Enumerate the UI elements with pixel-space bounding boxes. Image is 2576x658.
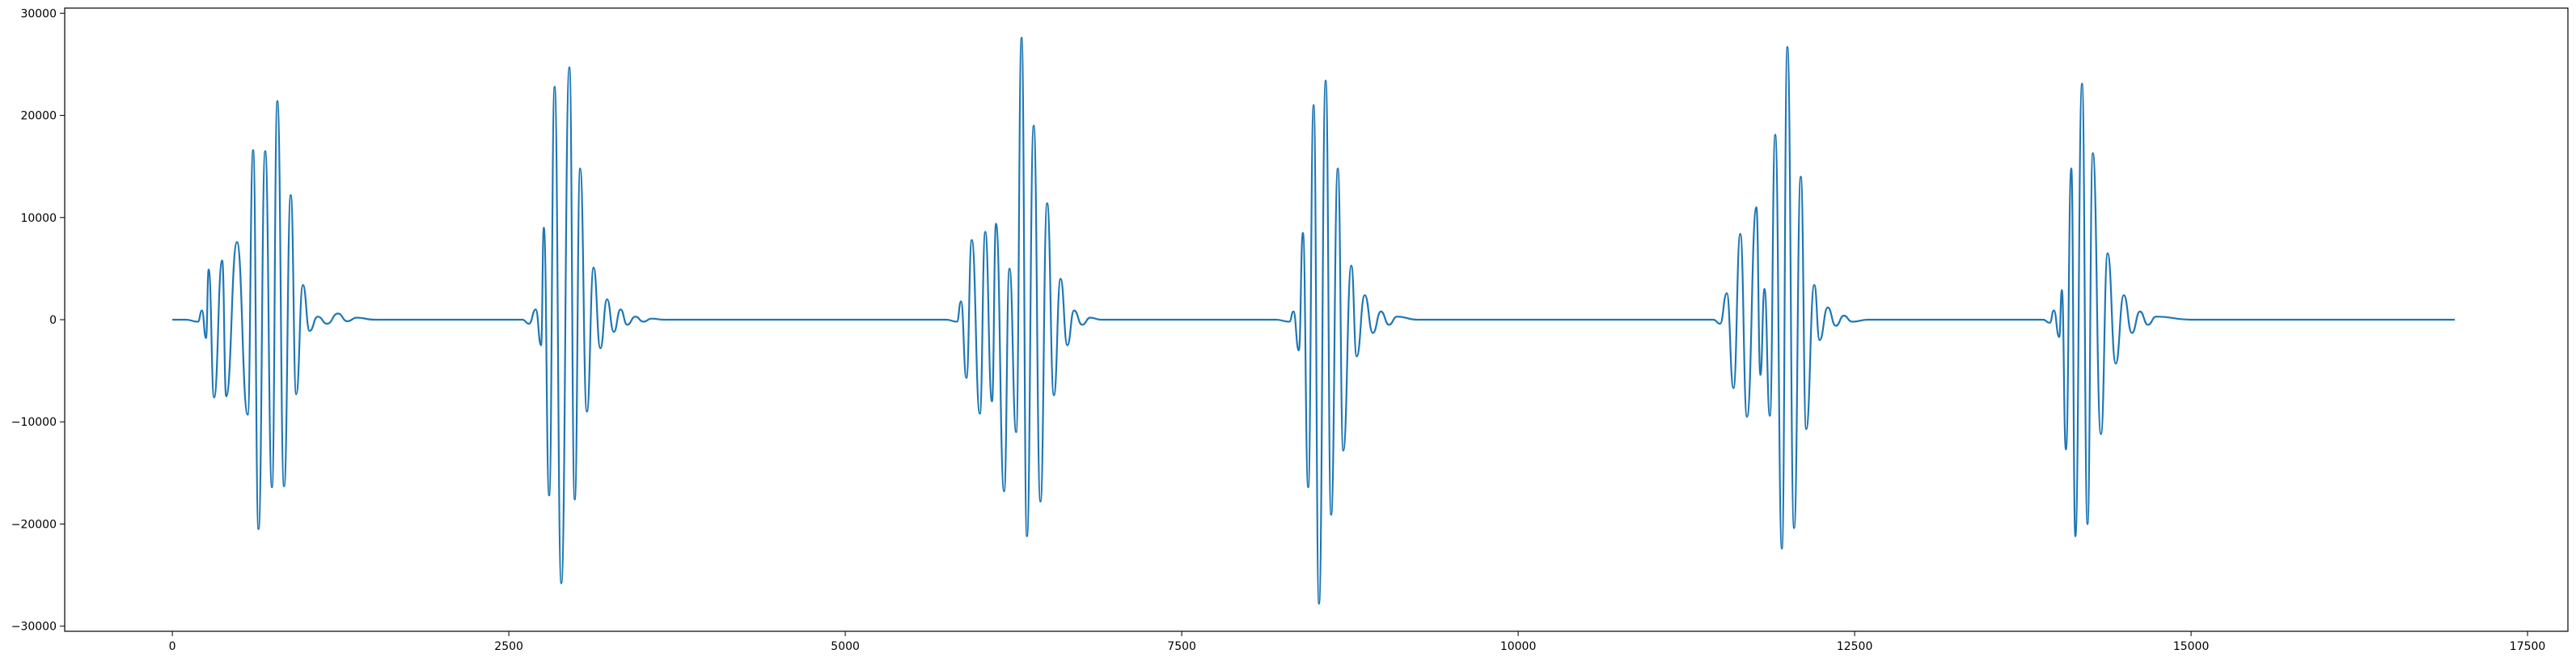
x-axis: 0 2500 5000 7500 10000 12500 15000 17500 <box>169 631 2546 653</box>
y-tick-label: −30000 <box>11 621 57 634</box>
y-tick-label: 20000 <box>20 110 57 123</box>
x-tick-label: 15000 <box>2173 640 2210 653</box>
series-line <box>172 36 2455 605</box>
y-tick-label: 30000 <box>20 7 57 20</box>
x-tick-label: 0 <box>169 640 176 653</box>
y-tick-label: 0 <box>49 314 57 327</box>
x-tick-label: 2500 <box>494 640 523 653</box>
y-tick-label: −10000 <box>11 416 57 429</box>
y-tick-label: 10000 <box>20 212 57 225</box>
x-tick-label: 7500 <box>1167 640 1196 653</box>
y-tick-label: −20000 <box>11 518 57 531</box>
x-tick-label: 17500 <box>2510 640 2546 653</box>
x-tick-label: 5000 <box>831 640 860 653</box>
x-tick-label: 12500 <box>1837 640 1873 653</box>
series-layer <box>172 36 2455 605</box>
y-axis: −30000 −20000 −10000 0 10000 20000 30000 <box>11 7 65 634</box>
x-tick-label: 10000 <box>1500 640 1537 653</box>
